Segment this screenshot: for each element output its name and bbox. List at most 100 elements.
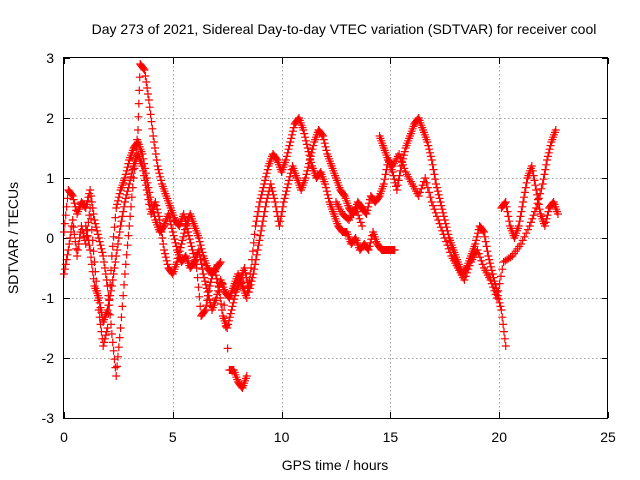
data-point	[93, 226, 102, 235]
data-point	[155, 169, 164, 178]
data-point	[271, 202, 280, 211]
data-point	[144, 96, 153, 104]
data-point	[83, 196, 92, 205]
data-point	[307, 148, 316, 157]
data-point	[251, 260, 260, 269]
data-point	[154, 165, 163, 174]
data-point	[176, 243, 185, 252]
data-point	[462, 268, 471, 277]
data-point	[283, 183, 292, 192]
data-point	[496, 272, 505, 281]
data-point	[60, 219, 69, 228]
data-point	[427, 156, 436, 164]
data-point	[278, 202, 287, 211]
data-point	[358, 222, 367, 230]
data-point	[514, 222, 523, 230]
data-point	[140, 66, 149, 74]
data-point	[247, 277, 256, 286]
data-point	[302, 170, 311, 179]
data-point	[159, 240, 168, 248]
data-point	[230, 295, 239, 304]
data-point	[545, 145, 554, 154]
data-point	[364, 202, 373, 211]
data-point	[262, 169, 271, 178]
data-point	[380, 175, 389, 184]
data-point	[432, 180, 441, 188]
data-point	[151, 198, 160, 206]
data-point	[111, 363, 120, 372]
data-point	[218, 279, 227, 288]
data-point	[268, 187, 277, 196]
data-point	[434, 216, 443, 224]
data-point	[522, 229, 531, 238]
data-point	[322, 187, 331, 196]
data-point	[429, 201, 438, 210]
data-point	[486, 276, 495, 284]
data-point	[109, 270, 118, 278]
data-point	[73, 252, 82, 260]
data-point	[119, 291, 128, 300]
data-point	[529, 211, 538, 220]
data-point	[435, 219, 444, 228]
data-point	[501, 342, 510, 350]
data-point	[229, 298, 238, 307]
data-point	[534, 194, 543, 203]
data-point	[192, 264, 201, 272]
data-point	[227, 306, 236, 314]
data-point	[248, 273, 257, 282]
data-point	[180, 229, 189, 238]
data-point	[118, 302, 127, 311]
data-point	[99, 342, 108, 350]
data-point	[133, 135, 142, 144]
data-point	[60, 265, 69, 274]
data-point	[112, 204, 121, 212]
data-point	[107, 286, 116, 295]
data-point	[135, 73, 144, 82]
data-point	[461, 272, 470, 281]
data-point	[257, 226, 266, 235]
data-point	[532, 204, 541, 212]
data-point	[515, 217, 524, 226]
data-point	[303, 144, 312, 152]
data-point	[285, 172, 294, 181]
data-point	[89, 274, 98, 283]
data-point	[544, 148, 553, 157]
x-axis-label: GPS time / hours	[282, 457, 389, 473]
data-point	[365, 242, 374, 251]
data-point	[487, 279, 496, 288]
data-point	[146, 110, 155, 119]
x-tick-label: 10	[274, 429, 290, 445]
data-point	[440, 234, 449, 242]
data-point	[154, 212, 163, 221]
data-point	[87, 225, 96, 234]
data-point	[95, 298, 104, 307]
data-point	[374, 193, 383, 202]
data-point	[212, 274, 221, 283]
data-point	[100, 338, 109, 347]
data-point	[436, 223, 445, 232]
data-point	[494, 286, 503, 295]
data-point	[106, 291, 115, 300]
data-point	[536, 189, 545, 198]
data-point	[128, 165, 137, 174]
data-point	[158, 234, 167, 242]
data-point	[92, 223, 101, 232]
data-point	[205, 282, 214, 290]
data-point	[244, 288, 253, 296]
data-point	[300, 129, 309, 138]
data-point	[156, 222, 165, 230]
data-point	[266, 180, 275, 188]
data-point	[172, 242, 181, 251]
data-point	[424, 141, 433, 150]
data-point	[427, 198, 436, 206]
data-point	[430, 205, 439, 214]
data-point	[446, 248, 455, 257]
data-point	[518, 236, 527, 245]
data-point	[526, 218, 535, 227]
data-point	[267, 183, 276, 192]
data-point	[127, 172, 136, 181]
data-point	[399, 160, 408, 169]
data-point	[93, 230, 102, 239]
data-point	[107, 282, 116, 290]
data-point	[423, 183, 432, 192]
